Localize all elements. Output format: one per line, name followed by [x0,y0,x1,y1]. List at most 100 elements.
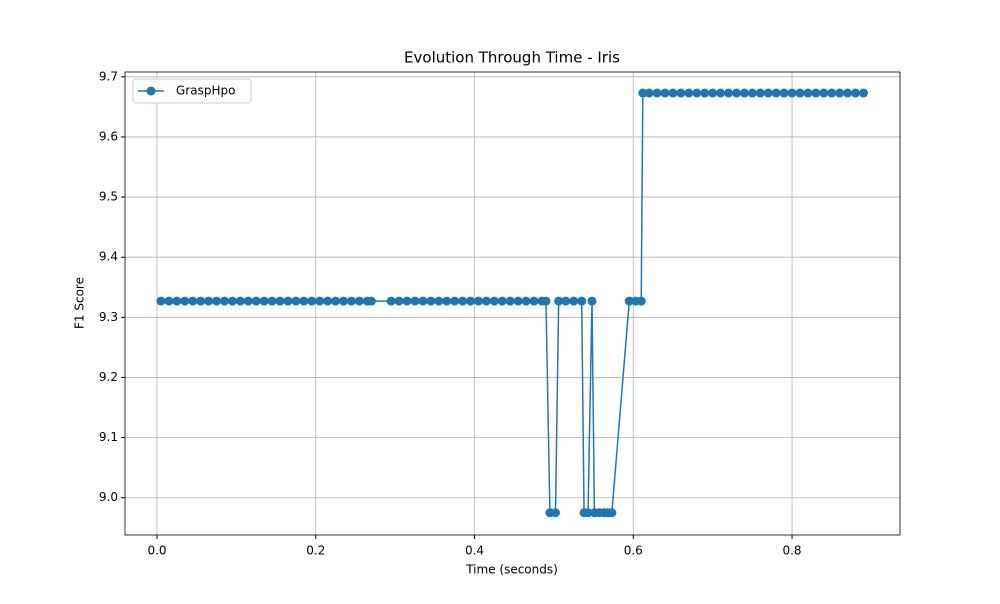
x-tick-label: 0.4 [465,544,484,558]
point [489,296,499,306]
point [747,88,757,98]
point [315,296,325,306]
x-axis-label: Time (seconds) [465,563,558,577]
point [243,296,253,306]
point [450,296,460,306]
y-tick-label: 9.3 [99,310,118,324]
point [188,296,198,306]
point [803,88,813,98]
point [843,88,853,98]
x-tick-label: 0.8 [782,544,801,558]
point [607,508,617,518]
point [541,296,551,306]
point [550,508,560,518]
point [708,88,718,98]
point [644,88,654,98]
point [366,296,376,306]
point [521,296,531,306]
point [164,296,174,306]
point [513,296,523,306]
grid [125,72,900,535]
axes-frame [124,71,901,536]
point [497,296,507,306]
point [692,88,702,98]
point [771,88,781,98]
legend: GraspHpo [132,78,252,104]
point [180,296,190,306]
point [426,296,436,306]
point [442,296,452,306]
point [731,88,741,98]
point [676,88,686,98]
point [434,296,444,306]
x-tick-label: 0.6 [624,544,643,558]
point [331,296,341,306]
x-tick-label: 0.2 [306,544,325,558]
point [212,296,222,306]
point [291,296,301,306]
point [569,296,579,306]
point [624,296,634,306]
point [235,296,245,306]
point [394,296,404,306]
point [835,88,845,98]
point [795,88,805,98]
point [583,508,593,518]
legend-marker [146,86,156,96]
point [787,88,797,98]
point [354,296,364,306]
point [386,296,396,306]
point [481,296,491,306]
chart-title: Evolution Through Time - Iris [404,49,620,67]
point [339,296,349,306]
point [700,88,710,98]
point [561,296,571,306]
point [418,296,428,306]
point [346,296,356,306]
point [716,88,726,98]
point [587,296,597,306]
point [660,88,670,98]
point [684,88,694,98]
point [259,296,269,306]
point [156,296,166,306]
point [204,296,214,306]
x-tick-label: 0.0 [147,544,166,558]
point [851,88,861,98]
point [811,88,821,98]
point [458,296,468,306]
point [283,296,293,306]
point [505,296,515,306]
point [779,88,789,98]
point [307,296,317,306]
point [636,296,646,306]
point [529,296,539,306]
point [466,296,476,306]
point [638,88,648,98]
point [668,88,678,98]
point [554,296,564,306]
point [473,296,483,306]
point [652,88,662,98]
y-tick-label: 9.5 [99,190,118,204]
point [827,88,837,98]
y-tick-label: 9.7 [99,69,118,83]
point [724,88,734,98]
point [251,296,261,306]
point [410,296,420,306]
point [172,296,182,306]
point [196,296,206,306]
point [299,296,309,306]
point [227,296,237,306]
point [763,88,773,98]
point [858,88,868,98]
point [402,296,412,306]
y-tick-label: 9.1 [99,430,118,444]
point [819,88,829,98]
point [739,88,749,98]
point [275,296,285,306]
y-tick-label: 9.2 [99,370,118,384]
point [577,296,587,306]
legend-label: GraspHpo [176,84,235,98]
